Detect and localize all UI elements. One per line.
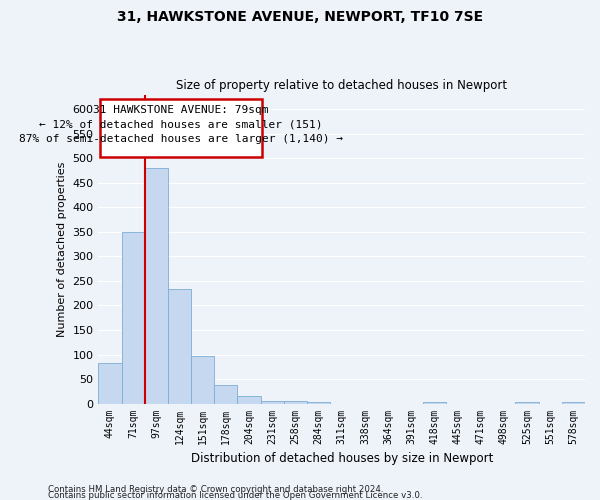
Bar	[423, 402, 446, 404]
Text: ← 12% of detached houses are smaller (151): ← 12% of detached houses are smaller (15…	[39, 120, 322, 130]
Bar	[122, 232, 145, 404]
Text: 31 HAWKSTONE AVENUE: 79sqm: 31 HAWKSTONE AVENUE: 79sqm	[93, 105, 268, 115]
Bar	[307, 402, 330, 404]
Bar	[191, 356, 214, 404]
Bar	[214, 386, 238, 404]
FancyBboxPatch shape	[100, 99, 262, 157]
X-axis label: Distribution of detached houses by size in Newport: Distribution of detached houses by size …	[191, 452, 493, 465]
Bar	[98, 363, 122, 404]
Bar	[284, 400, 307, 404]
Text: 87% of semi-detached houses are larger (1,140) →: 87% of semi-detached houses are larger (…	[19, 134, 343, 144]
Bar	[238, 396, 260, 404]
Bar	[260, 400, 284, 404]
Text: 31, HAWKSTONE AVENUE, NEWPORT, TF10 7SE: 31, HAWKSTONE AVENUE, NEWPORT, TF10 7SE	[117, 10, 483, 24]
Bar	[562, 402, 585, 404]
Text: Contains public sector information licensed under the Open Government Licence v3: Contains public sector information licen…	[48, 491, 422, 500]
Text: Contains HM Land Registry data © Crown copyright and database right 2024.: Contains HM Land Registry data © Crown c…	[48, 484, 383, 494]
Bar	[168, 290, 191, 404]
Y-axis label: Number of detached properties: Number of detached properties	[57, 162, 67, 336]
Bar	[145, 168, 168, 404]
Title: Size of property relative to detached houses in Newport: Size of property relative to detached ho…	[176, 79, 507, 92]
Bar	[515, 402, 539, 404]
